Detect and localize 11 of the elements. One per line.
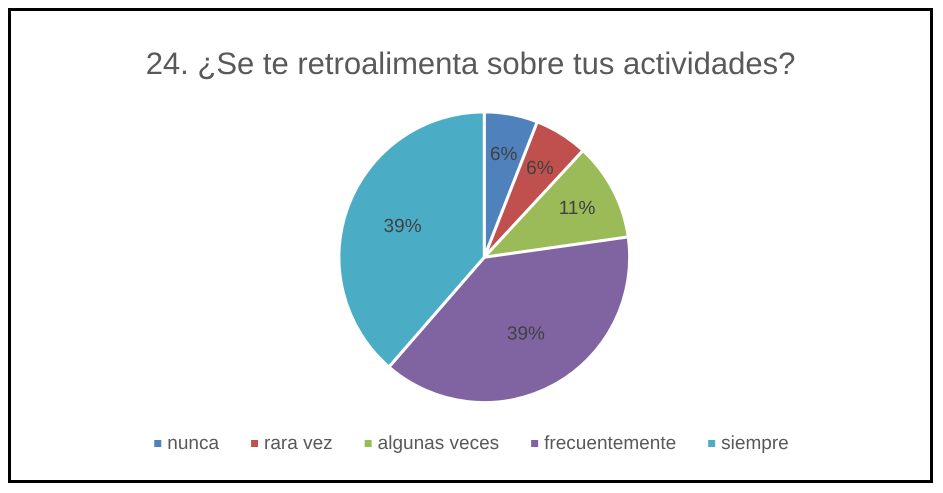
data-label: 6% bbox=[526, 158, 554, 180]
legend-label: algunas veces bbox=[378, 433, 500, 454]
legend-label: siempre bbox=[721, 433, 789, 454]
legend-label: rara vez bbox=[264, 433, 333, 454]
data-label: 39% bbox=[506, 323, 546, 344]
legend-label: nunca bbox=[167, 433, 220, 454]
data-label: 39% bbox=[384, 216, 422, 238]
legend-label: frecuentemente bbox=[544, 433, 676, 454]
data-label: 6% bbox=[490, 144, 518, 165]
data-label: 11% bbox=[558, 198, 596, 220]
chart-title: 24. ¿Se te retroalimenta sobre tus actividades? bbox=[146, 46, 796, 81]
